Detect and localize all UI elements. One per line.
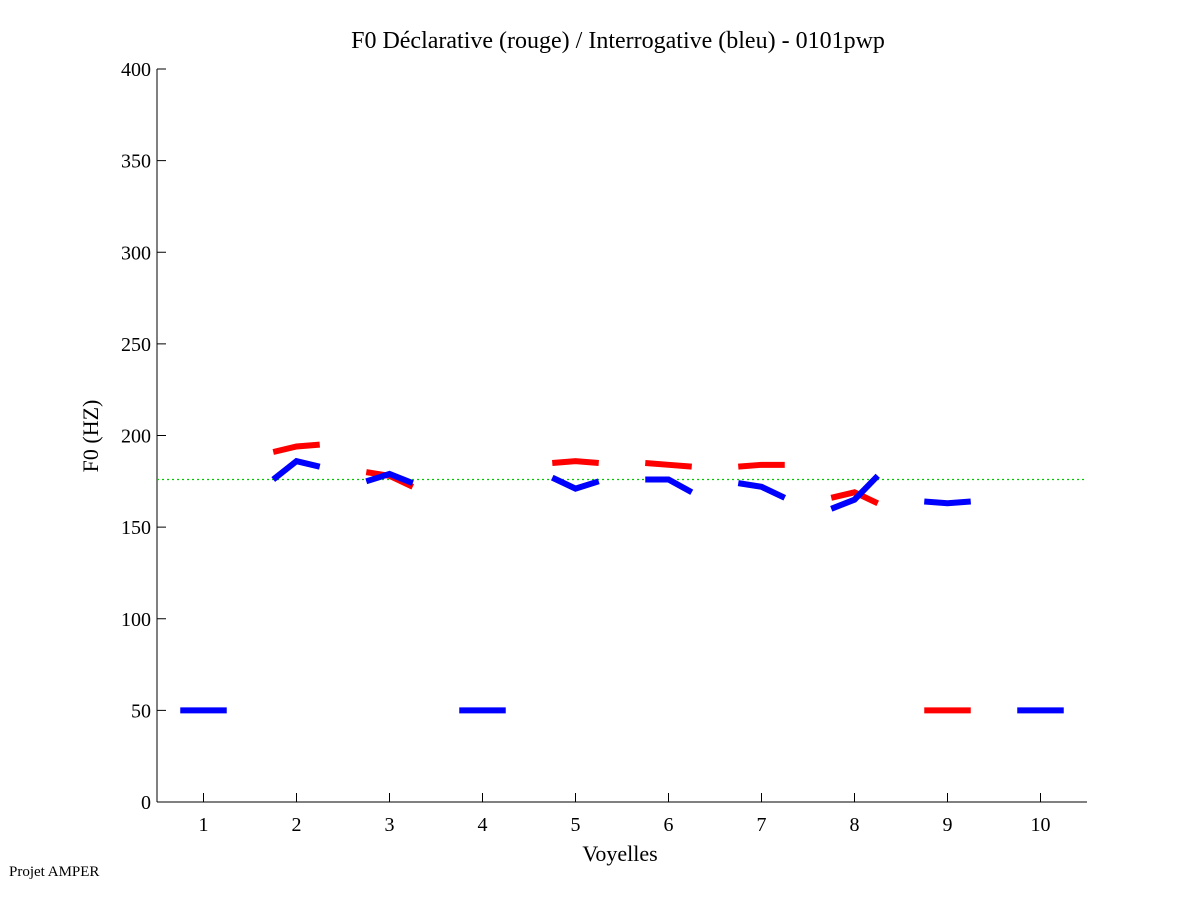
credit-text: Projet AMPER — [9, 864, 100, 880]
x-tick-label: 5 — [571, 814, 581, 836]
declarative-segment-vowel-2 — [272, 441, 320, 455]
x-tick-label: 10 — [1031, 814, 1051, 836]
interrogative-segment-vowel-8 — [830, 473, 880, 512]
y-tick-label: 200 — [121, 426, 151, 448]
x-tick-label: 9 — [943, 814, 953, 836]
y-tick-label: 300 — [121, 242, 151, 264]
x-tick-label: 8 — [850, 814, 860, 836]
declarative-segment-vowel-7 — [738, 461, 785, 470]
x-tick-label: 6 — [664, 814, 674, 836]
x-tick-label: 3 — [385, 814, 395, 836]
interrogative-segment-vowel-2 — [271, 457, 321, 482]
interrogative-segment-vowel-3 — [365, 470, 414, 486]
x-tick-label: 2 — [292, 814, 302, 836]
y-tick-label: 350 — [121, 151, 151, 173]
interrogative-segment-vowel-9 — [924, 498, 971, 507]
x-tick-label: 4 — [478, 814, 488, 836]
interrogative-segment-vowel-6 — [645, 476, 694, 495]
declarative-segment-vowel-8 — [830, 489, 880, 507]
x-axis-label: Voyelles — [582, 841, 657, 866]
x-tick-label: 7 — [757, 814, 767, 836]
y-tick-label: 250 — [121, 334, 151, 356]
chart-title: F0 Déclarative (rouge) / Interrogative (… — [351, 28, 885, 54]
y-tick-label: 100 — [121, 609, 151, 631]
interrogative-segment-vowel-7 — [737, 480, 787, 501]
declarative-segment-vowel-5 — [552, 458, 599, 466]
interrogative-segment-vowel-5 — [550, 474, 600, 492]
y-axis-label: F0 (HZ) — [78, 400, 103, 473]
declarative-segment-vowel-6 — [645, 459, 692, 470]
y-tick-label: 50 — [131, 700, 151, 722]
y-tick-label: 150 — [121, 517, 151, 539]
y-tick-label: 0 — [141, 792, 151, 814]
y-tick-label: 400 — [121, 59, 151, 81]
x-tick-label: 1 — [199, 814, 209, 836]
